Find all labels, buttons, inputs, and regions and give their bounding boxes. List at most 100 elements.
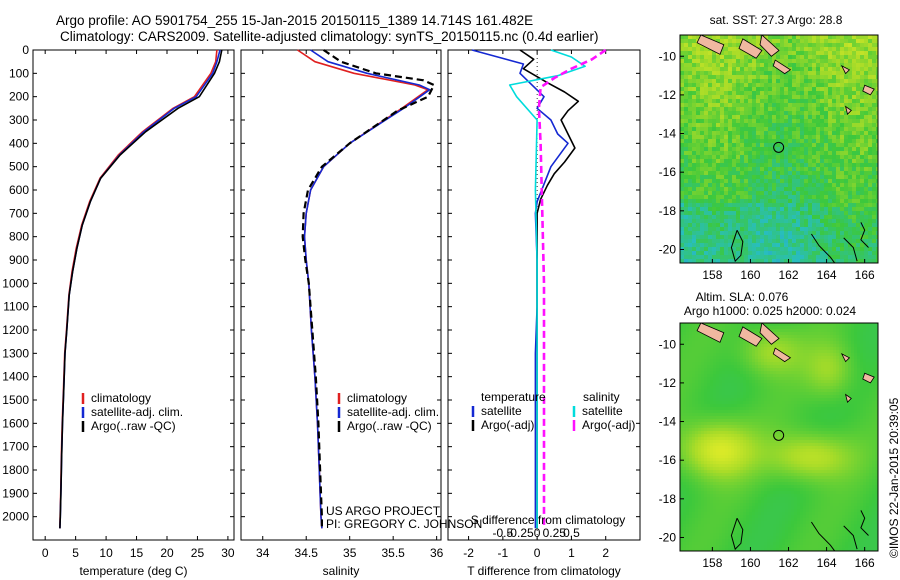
sla-map-cell [815,395,819,399]
sst-map-cell [800,99,805,104]
sst-map-cell [756,179,761,184]
sla-map-cell [743,401,747,405]
sla-map-cell [758,341,762,345]
sla-map-cell [824,335,828,339]
sst-map-cell [840,47,845,52]
sst-map-cell [752,255,757,260]
sla-map-cell [767,374,771,378]
sst-map-cell [832,103,837,108]
sst-map-cell [712,187,717,192]
sla-map-cell [785,341,789,345]
sla-map-cell [797,347,801,351]
sla-map-cell [869,398,873,402]
sst-map-cell [744,147,749,152]
sla-map-cell [800,341,804,345]
sst-map-cell [856,107,861,112]
sla-map-cell [752,395,756,399]
sst-map-cell [788,215,793,220]
sla-map-cell [758,398,762,402]
sla-map-cell [791,353,795,357]
salinity-xtick-label: 36 [430,546,444,560]
sst-map-cell [872,119,877,124]
sla-map-cell [872,326,876,330]
sst-map-cell [840,115,845,120]
sla-map-cell [734,362,738,366]
sst-map-cell [696,199,701,204]
sst-map-cell [844,247,849,252]
sla-map-cell [767,392,771,396]
sst-map-cell [680,195,685,200]
sst-map-cell [784,35,789,40]
sla-map-cell [728,362,732,366]
sst-map-cell [808,43,813,48]
sla-map-cell [842,395,846,399]
sst-map-cell [796,35,801,40]
sla-map-cell [716,326,720,330]
sla-map-cell [851,329,855,333]
sst-map-cell [728,143,733,148]
sst-map-cell [708,55,713,60]
sst-map-cell [740,235,745,240]
sst-map-cell [864,167,869,172]
sst-map-cell [736,63,741,68]
sst-map-cell [820,71,825,76]
sla-map-cell [815,344,819,348]
sst-map-cell [840,255,845,260]
sla-map-cell [746,401,750,405]
sst-map-cell [796,103,801,108]
sst-map-cell [740,163,745,168]
sla-map-cell [749,329,753,333]
sst-map-cell [704,115,709,120]
sla-map-cell [746,377,750,381]
sla-map-cell [737,395,741,399]
sst-map-cell [764,159,769,164]
sst-map-cell [776,179,781,184]
sst-map-cell [732,143,737,148]
sla-map-cell [836,326,840,330]
sst-map-cell [812,67,817,72]
sst-map-cell [724,211,729,216]
sla-map-cell [794,365,798,369]
sst-map-cell [844,155,849,160]
sla-map-cell [680,335,684,339]
sst-map-cell [872,75,877,80]
sst-map-cell [824,95,829,100]
sla-map-cell [728,356,732,360]
sst-map-cell [752,83,757,88]
sst-map-cell [860,87,865,92]
sla-map-cell [845,335,849,339]
sst-map-cell [712,115,717,120]
sst-map-cell [712,167,717,172]
sst-map-cell [816,231,821,236]
sst-map-cell [876,83,878,88]
sst-map-cell [732,71,737,76]
sst-map-cell [868,131,873,136]
sst-map-cell [860,255,865,260]
sla-map-cell [779,398,783,402]
sst-map-cell [724,135,729,140]
sla-map-cell [737,362,741,366]
sla-map-cell [851,398,855,402]
sla-map-cell [701,365,705,369]
sla-map-cell [821,401,825,405]
sst-map-cell [784,115,789,120]
sst-map-cell [688,131,693,136]
sla-map-cell [836,323,840,327]
sla-map-cell [725,368,729,372]
sst-map-cell [768,63,773,68]
sla-map-cell [686,389,690,393]
sst-map-cell [836,115,841,120]
sla-map-cell [872,374,876,378]
sst-map-cell [684,95,689,100]
sst-map-cell [744,235,749,240]
sst-map-cell [704,67,709,72]
sla-map-cell [701,386,705,390]
sst-map-cell [760,147,765,152]
sst-map-cell [856,91,861,96]
sst-map-ytick-label: -10 [659,49,677,63]
sst-map-cell [784,107,789,112]
sla-map-cell [836,353,840,357]
sst-map-cell [828,139,833,144]
sla-map-cell [785,332,789,336]
sst-map-cell [680,231,685,236]
